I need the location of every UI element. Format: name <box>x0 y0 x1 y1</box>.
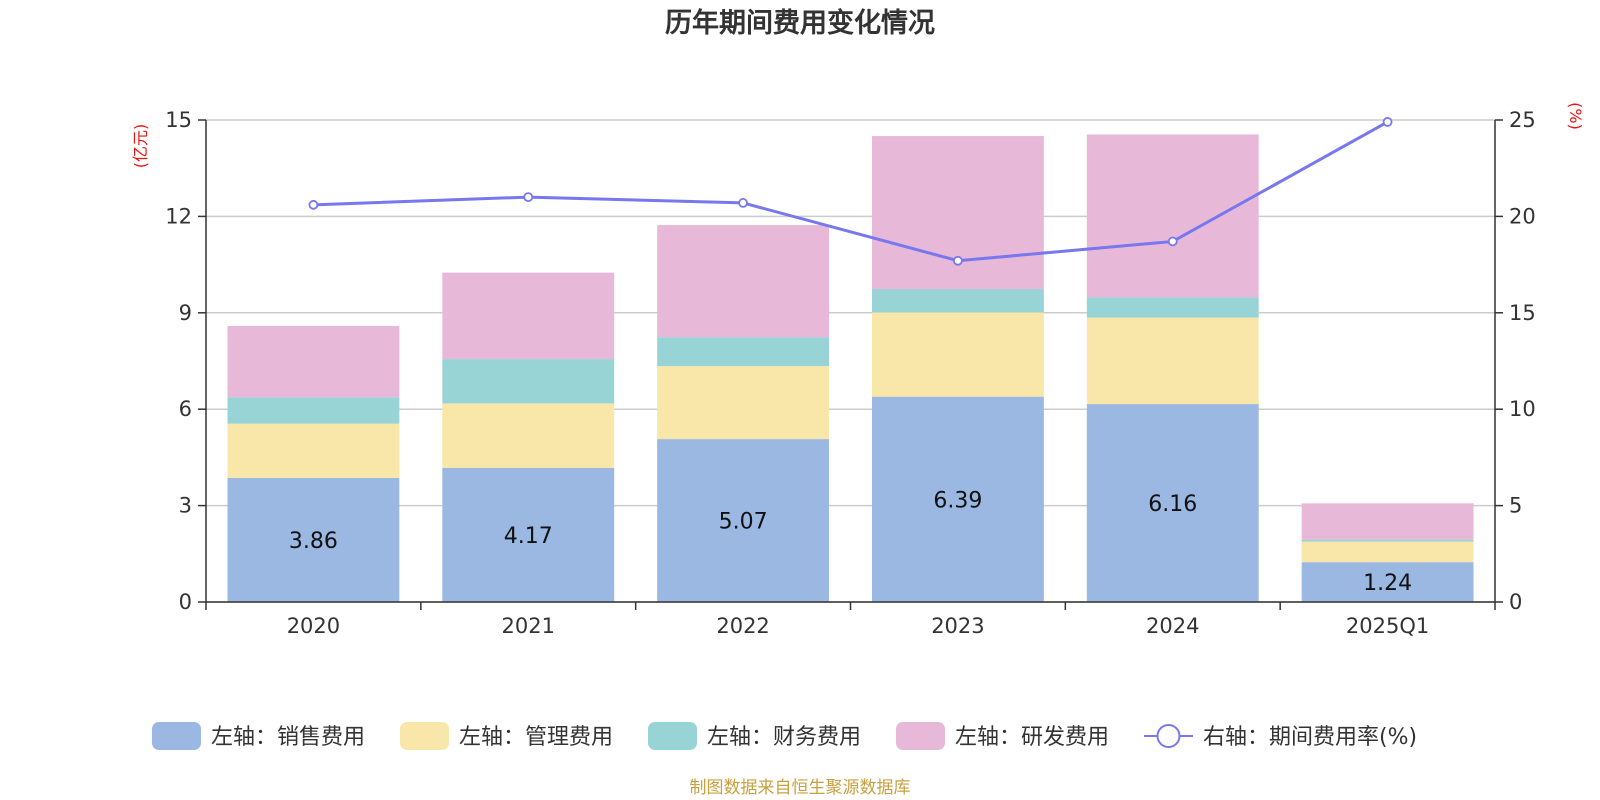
bar-labels-layer: 3.86 4.17 5.07 6.39 6.16 1.24 <box>289 488 1412 596</box>
bar-segment <box>442 359 615 404</box>
legend-swatch <box>152 722 201 750</box>
bar-value-label: 1.24 <box>1363 571 1412 596</box>
bar-segment <box>227 423 400 478</box>
bar-segment <box>227 325 400 398</box>
bar-value-label: 6.16 <box>1148 492 1197 517</box>
x-tick-label: 2022 <box>716 614 769 638</box>
bar-segment <box>1301 503 1474 540</box>
left-tick-label: 9 <box>179 301 192 325</box>
right-tick-label: 15 <box>1509 301 1536 325</box>
rate-point <box>1167 236 1178 247</box>
legend-swatch <box>400 722 449 750</box>
right-tick-label: 5 <box>1509 494 1522 518</box>
legend: 左轴：销售费用 左轴：管理费用 左轴：财务费用 左轴：研发费用 右轴：期间费用率(%) <box>152 722 1417 750</box>
bar-segment <box>657 337 830 367</box>
bar-segment <box>442 403 615 469</box>
bar-segment <box>1086 134 1259 298</box>
x-tick-label: 2023 <box>931 614 984 638</box>
rate-point <box>738 198 748 208</box>
left-tick-label: 6 <box>179 397 192 421</box>
bar-segment <box>657 225 830 338</box>
right-tick-label: 10 <box>1509 397 1536 421</box>
right-axis-unit: (%) <box>1566 102 1585 130</box>
left-tick-label: 12 <box>165 204 192 228</box>
right-tick-label: 25 <box>1509 108 1536 132</box>
legend-label: 右轴：期间费用率(%) <box>1203 725 1417 750</box>
rate-point <box>953 255 963 266</box>
bar-segment <box>657 366 830 440</box>
left-tick-label: 15 <box>165 108 192 132</box>
bar-segment <box>1086 297 1259 318</box>
legend-marker <box>1156 724 1181 748</box>
x-tick-label: 2025Q1 <box>1346 614 1429 638</box>
bar-value-label: 6.39 <box>933 488 982 513</box>
bar-segment <box>871 289 1044 313</box>
left-tick-label: 3 <box>179 494 192 518</box>
bar-segment <box>1301 539 1474 542</box>
rate-line <box>313 120 1389 263</box>
legend-swatch <box>648 722 697 750</box>
legend-label: 左轴：研发费用 <box>955 725 1109 750</box>
bar-segment <box>871 396 1044 602</box>
bar-segment <box>1086 317 1259 405</box>
bar-value-label: 5.07 <box>719 510 768 535</box>
bar-segment <box>871 312 1044 397</box>
legend-swatch <box>896 722 945 750</box>
left-tick-label: 0 <box>179 590 192 614</box>
axes-layer: 0 3 6 9 12 15 0 5 10 15 20 25 2020 2021 2022 2023 2024 20… <box>165 108 1535 638</box>
rate-point <box>523 192 534 203</box>
bar-segment <box>442 272 615 360</box>
bar-segment <box>1301 541 1474 563</box>
bar-segment <box>871 136 1044 290</box>
bar-segment <box>227 397 400 424</box>
bar-segment <box>227 477 400 602</box>
bars-layer <box>227 134 1474 602</box>
chart-title: 历年期间费用变化情况 <box>665 7 935 39</box>
legend-label: 左轴：销售费用 <box>211 725 365 750</box>
bar-segment <box>442 468 615 602</box>
bar-value-label: 4.17 <box>504 524 553 549</box>
x-tick-label: 2024 <box>1146 614 1199 638</box>
legend-label: 左轴：管理费用 <box>459 725 613 750</box>
rate-point <box>1382 117 1393 127</box>
x-tick-label: 2020 <box>287 614 340 638</box>
legend-label: 左轴：财务费用 <box>707 725 861 750</box>
rate-point <box>308 199 319 210</box>
bar-segment <box>1301 562 1474 602</box>
source-note: 制图数据来自恒生聚源数据库 <box>690 778 911 798</box>
right-tick-label: 20 <box>1509 204 1536 228</box>
bar-segment <box>1086 404 1259 602</box>
bar-segment <box>657 439 830 602</box>
rate-line-layer <box>308 117 1393 266</box>
right-tick-label: 0 <box>1509 590 1522 614</box>
left-axis-unit: (亿元) <box>131 124 150 169</box>
bar-value-label: 3.86 <box>289 529 338 554</box>
x-tick-label: 2021 <box>502 614 555 638</box>
